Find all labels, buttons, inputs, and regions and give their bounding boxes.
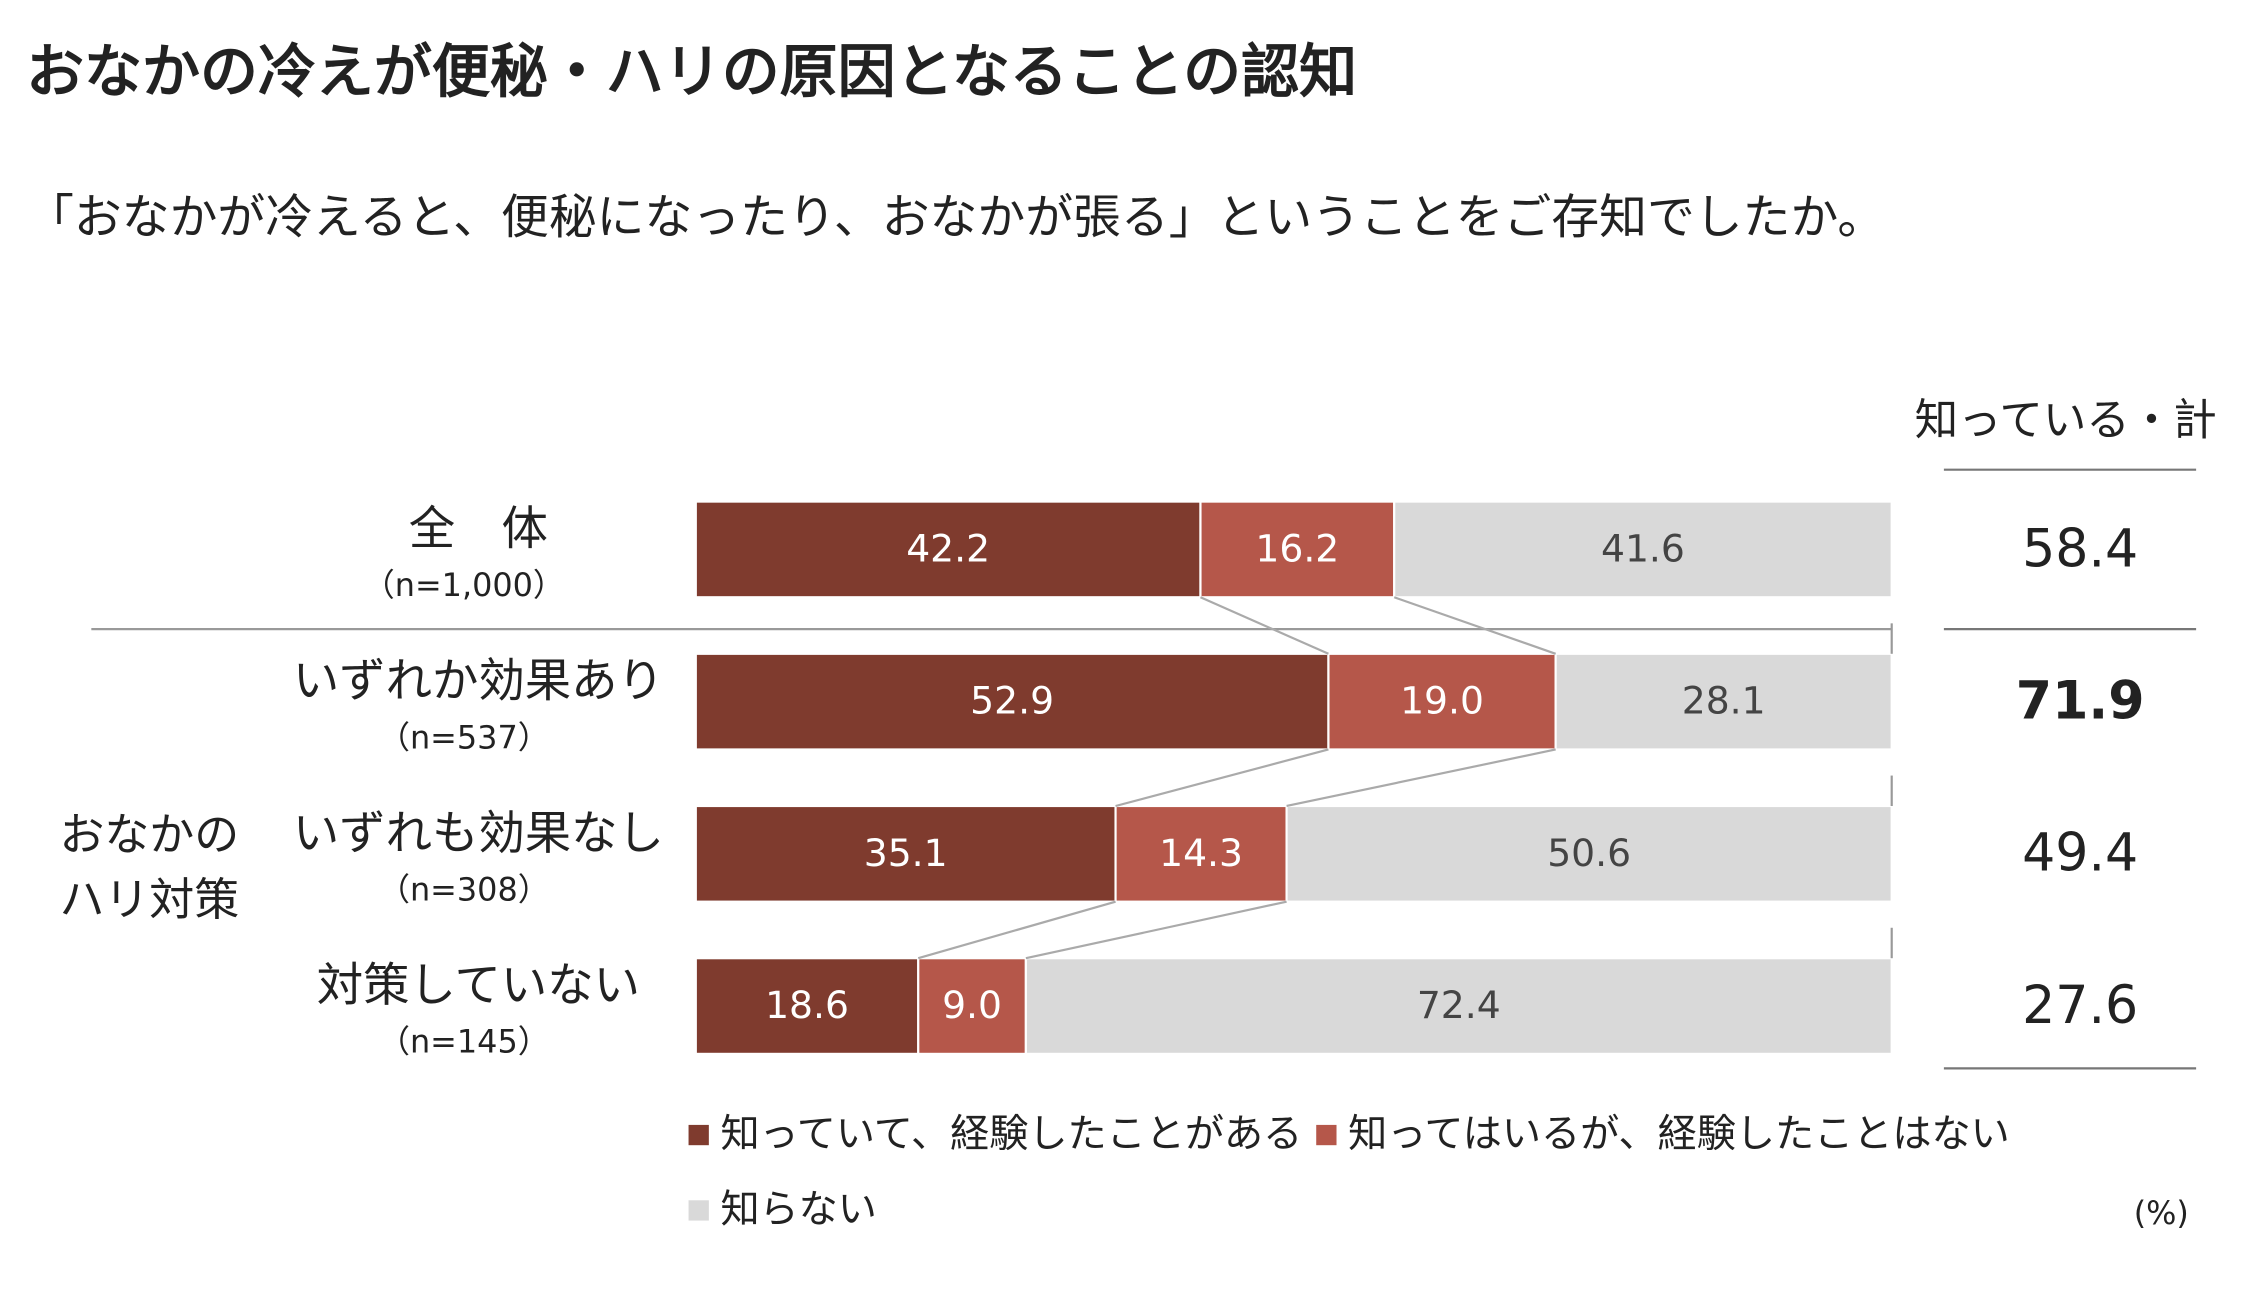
data-label: 72.4 (1417, 983, 1501, 1027)
sample-size: （n=1,000） (363, 566, 565, 604)
category-label: 対策していない (317, 958, 640, 1012)
bar-segment (694, 500, 1202, 599)
legend-swatch (1316, 1124, 1337, 1146)
chart-subtitle: 「おなかが冷えると、便秘になったり、おなかが張る」ということをご存知でしたか。 (26, 190, 1885, 245)
total-value: 58.4 (2022, 519, 2138, 579)
connector (1200, 596, 1329, 655)
data-label: 50.6 (1547, 831, 1631, 875)
sample-size: （n=537） (378, 718, 550, 756)
bar-segment (694, 804, 1117, 903)
chart-title: おなかの冷えが便秘・ハリの原因となることの認知 (26, 38, 1357, 106)
sample-size: （n=145） (378, 1023, 550, 1061)
data-label: 19.0 (1400, 679, 1484, 723)
data-label: 14.3 (1159, 831, 1243, 875)
bar-segment (1199, 500, 1396, 599)
legend-label: 知ってはいるが、経験したことはない (1348, 1112, 2010, 1157)
data-label: 35.1 (864, 831, 948, 875)
unit-label: (%) (2134, 1194, 2189, 1232)
data-label: 16.2 (1255, 526, 1339, 570)
connector (1115, 748, 1329, 808)
connector (1393, 596, 1557, 655)
legend-label: 知らない (720, 1187, 877, 1232)
sample-size: （n=308） (378, 871, 550, 909)
bar-segment (1554, 652, 1893, 751)
legend-swatch (688, 1124, 709, 1146)
total-value: 71.9 (2016, 672, 2145, 732)
data-label: 42.2 (906, 526, 990, 570)
data-label: 18.6 (765, 983, 849, 1027)
bar-segment (1024, 957, 1893, 1055)
bar-segment (917, 957, 1027, 1055)
data-label: 41.6 (1601, 526, 1685, 570)
total-value: 49.4 (2022, 824, 2138, 884)
connector (1286, 748, 1556, 808)
connector (917, 900, 1116, 960)
totals-header: 知っている・計 (1915, 396, 2217, 446)
bar-segment (1285, 804, 1893, 903)
total-value: 27.6 (2022, 976, 2138, 1036)
group-label: ハリ対策 (59, 873, 239, 926)
category-label: 全 体 (409, 502, 548, 556)
bar-segment (1393, 500, 1893, 599)
category-label: いずれも効果なし (293, 806, 664, 860)
bar-segment (1327, 652, 1557, 751)
data-label: 52.9 (970, 679, 1054, 723)
legend-label: 知っていて、経験したことがある (720, 1112, 1302, 1157)
bar-segment (694, 652, 1330, 751)
group-label: おなかの (59, 808, 239, 861)
connector (1025, 900, 1287, 960)
category-label: いずれか効果あり (293, 654, 664, 708)
data-label: 9.0 (942, 983, 1002, 1027)
bar-segment (694, 957, 920, 1055)
data-label: 28.1 (1682, 679, 1766, 723)
legend-swatch (688, 1200, 709, 1221)
